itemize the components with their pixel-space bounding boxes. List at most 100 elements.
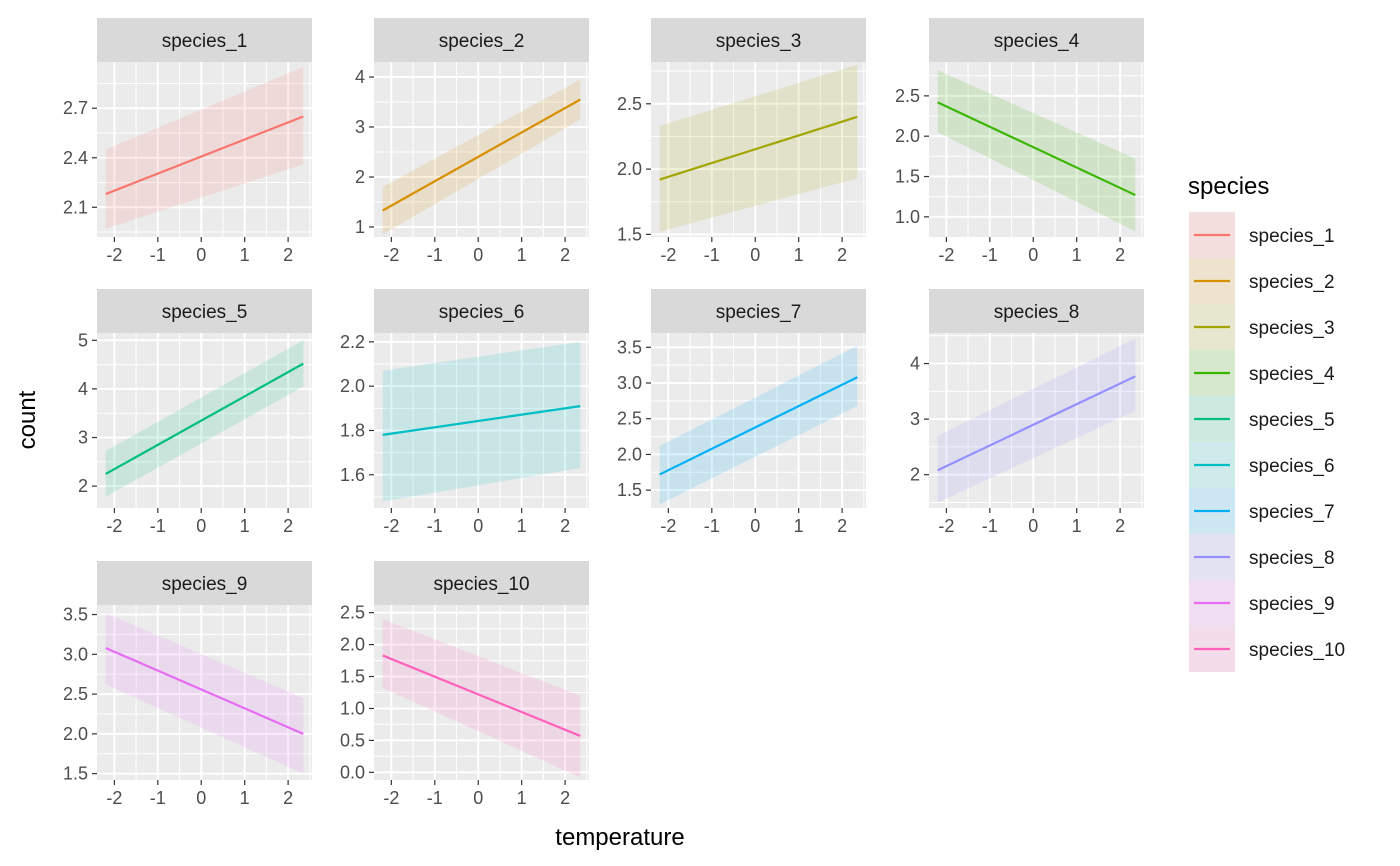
facet-strip xyxy=(97,561,312,605)
x-tick-label: 2 xyxy=(560,516,570,536)
facet-panel-species_10: species_10 -2 -1 0 1 2 0.0 0.5 1.0 1.5 2.0 2.5 xyxy=(340,561,589,808)
x-tick-label: 0 xyxy=(1028,245,1038,265)
x-tick-label: 2 xyxy=(283,788,293,808)
x-tick-label: -1 xyxy=(427,788,443,808)
facet-panel-species_8: species_8 -2 -1 0 1 2 2 3 4 xyxy=(910,289,1144,536)
x-axis-label: temperature xyxy=(555,824,684,851)
confidence-band xyxy=(937,338,1136,503)
series-line xyxy=(105,115,304,196)
facet-panel-species_4: species_4 -2 -1 0 1 2 1.0 1.5 2.0 2.5 xyxy=(895,18,1144,265)
panel-background xyxy=(929,333,1144,508)
y-tick-label: 2.7 xyxy=(63,98,88,118)
confidence-band xyxy=(105,66,304,229)
x-tick-label: 2 xyxy=(560,245,570,265)
y-tick-label: 3 xyxy=(78,428,88,448)
x-tick-label: 2 xyxy=(837,245,847,265)
legend-label: species_1 xyxy=(1249,226,1335,247)
x-tick-label: 1 xyxy=(517,516,527,536)
legend-label: species_7 xyxy=(1249,502,1335,523)
series-line xyxy=(937,101,1136,197)
legend-label: species_6 xyxy=(1249,456,1335,477)
x-tick-label: 1 xyxy=(517,245,527,265)
y-tick-label: 1.0 xyxy=(895,207,920,227)
y-tick-label: 3.0 xyxy=(617,373,642,393)
y-tick-label: 2.0 xyxy=(340,635,365,655)
y-tick-label: 1.0 xyxy=(340,698,365,718)
x-tick-label: -2 xyxy=(383,788,399,808)
legend-label: species_10 xyxy=(1249,640,1345,661)
facet-panel-species_1: species_1 -2 -1 0 1 2 2.1 2.4 2.7 xyxy=(63,18,312,265)
legend-item-species_9: species_9 xyxy=(1189,580,1335,626)
x-tick-label: -1 xyxy=(150,788,166,808)
y-tick-label: 1.6 xyxy=(340,465,365,485)
y-tick-label: 2.5 xyxy=(617,94,642,114)
x-tick-label: 2 xyxy=(283,245,293,265)
legend-label: species_4 xyxy=(1249,364,1335,385)
x-tick-label: 1 xyxy=(240,516,250,536)
facet-strip-label: species_9 xyxy=(162,574,248,595)
series-line xyxy=(659,376,858,476)
x-tick-label: -1 xyxy=(704,516,720,536)
x-tick-label: 0 xyxy=(196,788,206,808)
x-tick-label: -1 xyxy=(427,516,443,536)
facet-strip xyxy=(929,289,1144,333)
y-tick-label: 2.0 xyxy=(63,724,88,744)
series-line xyxy=(937,375,1136,472)
series-line xyxy=(105,362,304,475)
x-tick-label: 0 xyxy=(473,516,483,536)
facet-strip-label: species_7 xyxy=(716,302,802,323)
confidence-band xyxy=(382,79,581,235)
x-tick-label: -1 xyxy=(150,245,166,265)
legend-label: species_5 xyxy=(1249,410,1335,431)
y-tick-label: 5 xyxy=(78,330,88,350)
facet-strip-label: species_8 xyxy=(994,302,1080,323)
facet-strip xyxy=(374,289,589,333)
facet-strip-label: species_2 xyxy=(439,31,525,52)
legend-label: species_3 xyxy=(1249,318,1335,339)
facet-panel-species_3: species_3 -2 -1 0 1 2 1.5 2.0 2.5 xyxy=(617,18,866,265)
facet-strip-label: species_3 xyxy=(716,31,802,52)
y-tick-label: 4 xyxy=(78,379,88,399)
confidence-band xyxy=(105,612,304,774)
x-tick-label: 0 xyxy=(196,245,206,265)
facet-strip-label: species_6 xyxy=(439,302,525,323)
x-tick-label: -2 xyxy=(106,516,122,536)
x-tick-label: 0 xyxy=(750,245,760,265)
panel-background xyxy=(651,333,866,508)
facet-panels: species_1 -2 -1 0 1 2 2.1 2.4 2.7 species_2 -2 -1 0 1… xyxy=(63,18,1144,808)
x-tick-label: -1 xyxy=(982,516,998,536)
legend: species species_1 species_2 species_3speci… xyxy=(1188,173,1345,672)
x-tick-label: -2 xyxy=(106,788,122,808)
legend-item-species_4: species_4 xyxy=(1189,350,1335,396)
confidence-band xyxy=(382,619,581,778)
legend-item-species_2: species_2 xyxy=(1189,258,1335,304)
y-tick-label: 2 xyxy=(910,465,920,485)
facet-strip xyxy=(374,561,589,605)
x-tick-label: 1 xyxy=(1072,516,1082,536)
y-tick-label: 4 xyxy=(355,67,365,87)
x-tick-label: 1 xyxy=(794,516,804,536)
y-tick-label: 1.5 xyxy=(63,764,88,784)
x-tick-label: 1 xyxy=(240,788,250,808)
y-tick-label: 2 xyxy=(355,167,365,187)
series-line xyxy=(382,405,581,436)
y-tick-label: 2.5 xyxy=(63,684,88,704)
legend-label: species_8 xyxy=(1249,548,1335,569)
x-tick-label: 1 xyxy=(1072,245,1082,265)
y-tick-label: 2 xyxy=(78,476,88,496)
legend-item-species_6: species_6 xyxy=(1189,442,1335,488)
x-tick-label: -1 xyxy=(150,516,166,536)
legend-label: species_9 xyxy=(1249,594,1335,615)
legend-label: species_2 xyxy=(1249,272,1335,293)
y-tick-label: 1.8 xyxy=(340,420,365,440)
facet-panel-species_9: species_9 -2 -1 0 1 2 1.5 2.0 2.5 3.0 3.5 xyxy=(63,561,312,808)
facet-strip xyxy=(651,289,866,333)
panel-background xyxy=(97,333,312,508)
x-tick-label: 2 xyxy=(1115,245,1125,265)
x-tick-label: 0 xyxy=(473,788,483,808)
x-tick-label: 2 xyxy=(283,516,293,536)
facet-strip xyxy=(97,289,312,333)
legend-title: species xyxy=(1188,173,1269,200)
facet-strip-label: species_4 xyxy=(994,31,1080,52)
